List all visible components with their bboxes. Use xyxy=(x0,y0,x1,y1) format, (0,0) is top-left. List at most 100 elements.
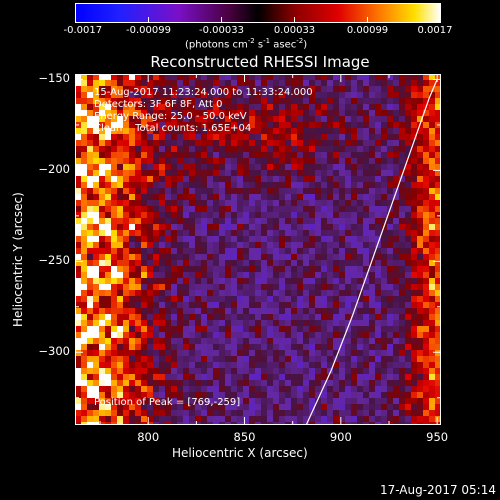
heatmap-cell xyxy=(99,128,105,134)
heatmap-cell xyxy=(345,176,351,182)
heatmap-cell xyxy=(411,422,417,425)
heatmap-cell xyxy=(117,176,123,182)
heatmap-cell xyxy=(399,248,405,254)
heatmap-cell xyxy=(375,290,381,296)
heatmap-cell xyxy=(381,218,387,224)
heatmap-cell xyxy=(153,212,159,218)
heatmap-cell xyxy=(303,422,309,425)
heatmap-cell xyxy=(183,260,189,266)
heatmap-cell xyxy=(87,272,93,278)
heatmap-cell xyxy=(165,308,171,314)
heatmap-cell xyxy=(375,206,381,212)
heatmap-cell xyxy=(429,140,435,146)
heatmap-cell xyxy=(387,164,393,170)
heatmap-cell xyxy=(315,182,321,188)
heatmap-cell xyxy=(135,338,141,344)
heatmap-cell xyxy=(345,410,351,416)
heatmap-cell xyxy=(297,296,303,302)
heatmap-cell xyxy=(87,314,93,320)
heatmap-cell xyxy=(147,122,153,128)
heatmap-cell xyxy=(225,392,231,398)
heatmap-cell xyxy=(357,350,363,356)
heatmap-cell xyxy=(321,296,327,302)
heatmap-cell xyxy=(399,380,405,386)
heatmap-cell xyxy=(207,272,213,278)
heatmap-cell xyxy=(357,326,363,332)
heatmap-cell xyxy=(75,98,81,104)
heatmap-cell xyxy=(303,134,309,140)
heatmap-cell xyxy=(333,74,339,80)
heatmap-cell xyxy=(393,212,399,218)
heatmap-cell xyxy=(81,236,87,242)
heatmap-cell xyxy=(297,104,303,110)
heatmap-cell xyxy=(171,248,177,254)
heatmap-cell xyxy=(153,134,159,140)
heatmap-cell xyxy=(411,326,417,332)
heatmap-cell xyxy=(435,362,441,368)
heatmap-cell xyxy=(303,380,309,386)
heatmap-cell xyxy=(339,194,345,200)
heatmap-cell xyxy=(207,194,213,200)
heatmap-cell xyxy=(273,380,279,386)
heatmap-cell xyxy=(99,230,105,236)
heatmap-cell xyxy=(177,290,183,296)
heatmap-cell xyxy=(249,398,255,404)
heatmap-cell xyxy=(429,122,435,128)
heatmap-cell xyxy=(177,296,183,302)
heatmap-cell xyxy=(285,302,291,308)
heatmap-cell xyxy=(75,302,81,308)
heatmap-cell xyxy=(93,398,99,404)
heatmap-cell xyxy=(435,128,441,134)
heatmap-cell xyxy=(261,128,267,134)
heatmap-cell xyxy=(255,350,261,356)
heatmap-cell xyxy=(285,242,291,248)
heatmap-cell xyxy=(201,266,207,272)
heatmap-cell xyxy=(291,392,297,398)
heatmap-cell xyxy=(429,242,435,248)
heatmap-cell xyxy=(165,422,171,425)
heatmap-cell xyxy=(297,254,303,260)
heatmap-cell xyxy=(177,386,183,392)
heatmap-cell xyxy=(195,320,201,326)
heatmap-cell xyxy=(159,392,165,398)
heatmap-cell xyxy=(351,350,357,356)
heatmap-cell xyxy=(171,176,177,182)
heatmap-cell xyxy=(303,212,309,218)
heatmap-cell xyxy=(315,80,321,86)
heatmap-cell xyxy=(159,182,165,188)
heatmap-cell xyxy=(333,410,339,416)
heatmap-cell xyxy=(435,368,441,374)
heatmap-cell xyxy=(405,182,411,188)
heatmap-cell xyxy=(99,422,105,425)
heatmap-cell xyxy=(255,272,261,278)
heatmap-cell xyxy=(93,380,99,386)
heatmap-cell xyxy=(309,242,315,248)
heatmap-cell xyxy=(381,374,387,380)
heatmap-cell xyxy=(219,122,225,128)
heatmap-cell xyxy=(201,92,207,98)
heatmap-cell xyxy=(189,242,195,248)
heatmap-cell xyxy=(267,302,273,308)
heatmap-cell xyxy=(135,230,141,236)
heatmap-cell xyxy=(405,272,411,278)
heatmap-cell xyxy=(81,98,87,104)
heatmap-cell xyxy=(399,206,405,212)
heatmap-cell xyxy=(291,128,297,134)
heatmap-cell xyxy=(417,170,423,176)
heatmap-cell xyxy=(399,236,405,242)
heatmap-cell xyxy=(171,308,177,314)
heatmap-cell xyxy=(435,326,441,332)
heatmap-cell xyxy=(189,320,195,326)
heatmap-cell xyxy=(405,92,411,98)
heatmap-cell xyxy=(273,236,279,242)
heatmap-cell xyxy=(111,386,117,392)
heatmap-cell xyxy=(99,80,105,86)
heatmap-cell xyxy=(279,326,285,332)
heatmap-cell xyxy=(339,302,345,308)
heatmap-cell xyxy=(339,140,345,146)
heatmap-cell xyxy=(207,260,213,266)
heatmap-cell xyxy=(105,362,111,368)
heatmap-cell xyxy=(81,356,87,362)
heatmap-cell xyxy=(105,164,111,170)
heatmap-cell xyxy=(417,326,423,332)
